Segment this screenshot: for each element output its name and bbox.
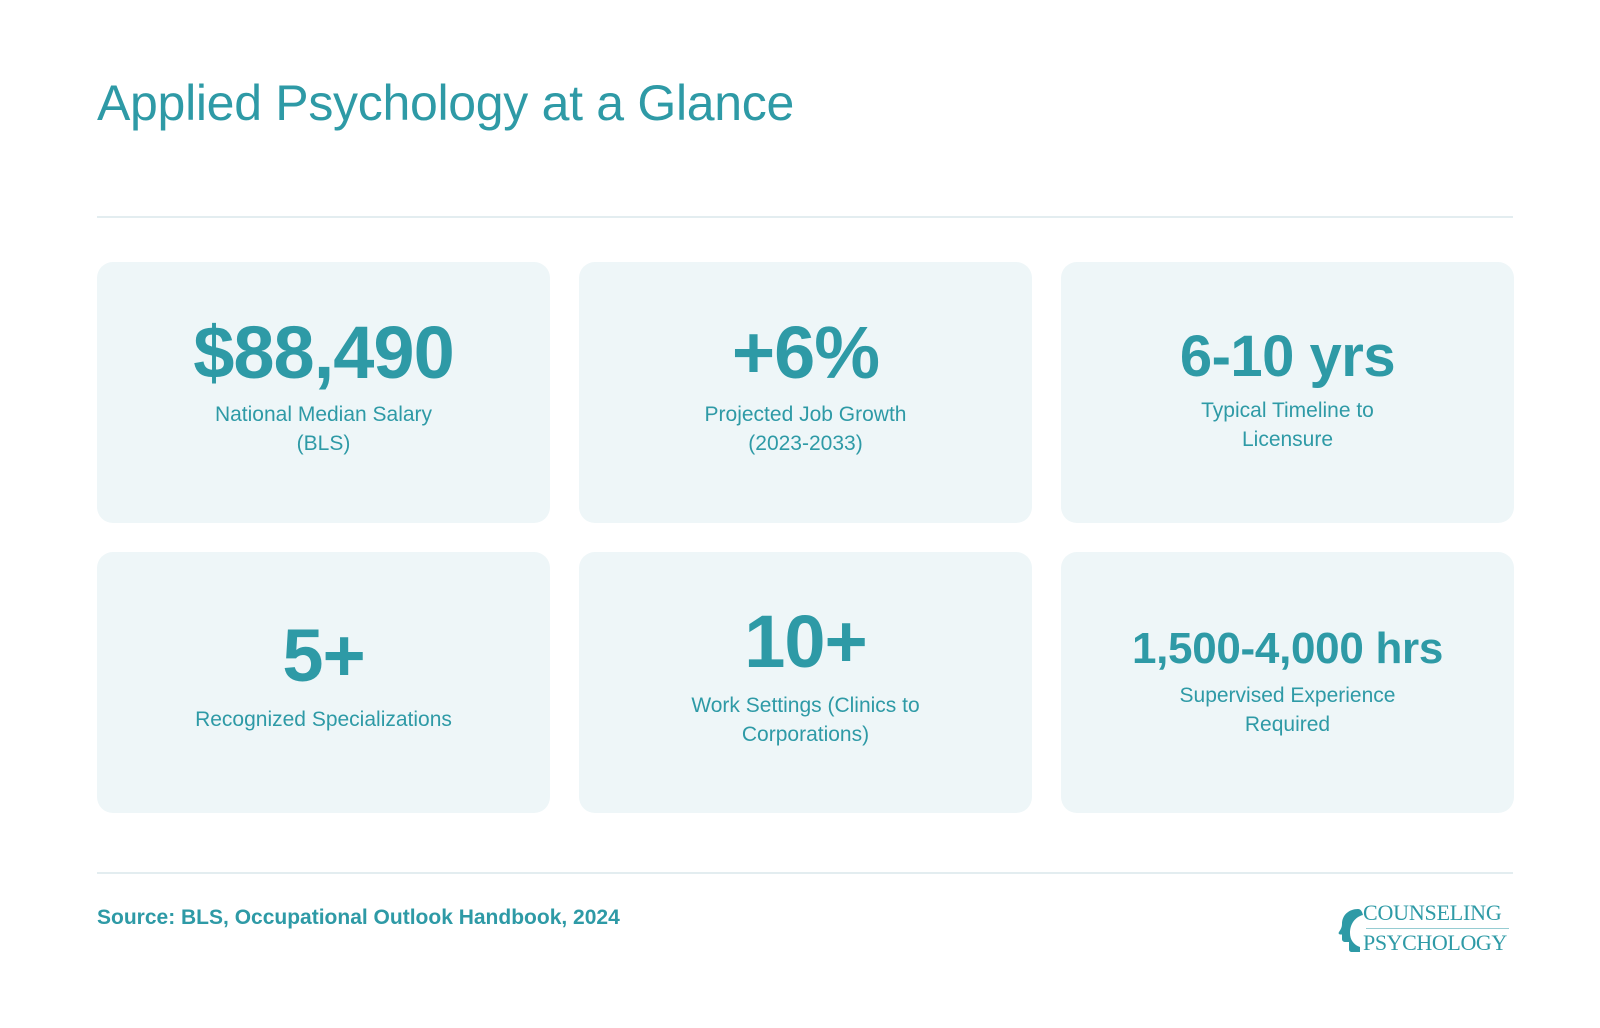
stat-value: $88,490: [193, 310, 454, 394]
stat-card-work-settings: 10+ Work Settings (Clinics to Corporatio…: [579, 552, 1032, 813]
stat-label: Work Settings (Clinics to Corporations): [691, 693, 920, 746]
stat-card-median-salary: $88,490 National Median Salary (BLS): [97, 262, 550, 523]
stat-value: 1,500-4,000 hrs: [1131, 623, 1444, 673]
stat-value: 6-10 yrs: [1179, 323, 1396, 389]
stats-grid: $88,490 National Median Salary (BLS) +6%…: [97, 262, 1514, 813]
footer-divider: [97, 872, 1513, 874]
stat-label: Typical Timeline to Licensure: [1201, 398, 1374, 451]
stat-card-licensure-timeline: 6-10 yrs Typical Timeline to Licensure: [1061, 262, 1514, 523]
stat-value: 10+: [744, 599, 868, 683]
stat-value: 5+: [282, 614, 365, 697]
stat-label: National Median Salary (BLS): [214, 402, 433, 455]
stat-card-job-growth: +6% Projected Job Growth (2023-2033): [579, 262, 1032, 523]
stat-card-supervised-experience: 1,500-4,000 hrs Supervised Experience Re…: [1061, 552, 1514, 813]
source-note: Source: BLS, Occupational Outlook Handbo…: [97, 906, 620, 929]
page-title: Applied Psychology at a Glance: [97, 75, 794, 131]
stat-label: Projected Job Growth (2023-2033): [704, 402, 907, 455]
brand-logo: COUNSELING PSYCHOLOGY: [1336, 902, 1516, 958]
stat-label: Recognized Specializations: [195, 708, 452, 731]
stat-card-specializations: 5+ Recognized Specializations: [97, 552, 550, 813]
stat-value: +6%: [731, 310, 880, 394]
brand-rule: [1366, 928, 1509, 929]
brand-name-line1: COUNSELING: [1363, 900, 1502, 925]
head-silhouette-icon: [1338, 909, 1363, 952]
stat-label: Supervised Experience Required: [1179, 683, 1396, 736]
brand-name-line2: PSYCHOLOGY: [1363, 930, 1507, 955]
header-divider: [97, 216, 1513, 218]
